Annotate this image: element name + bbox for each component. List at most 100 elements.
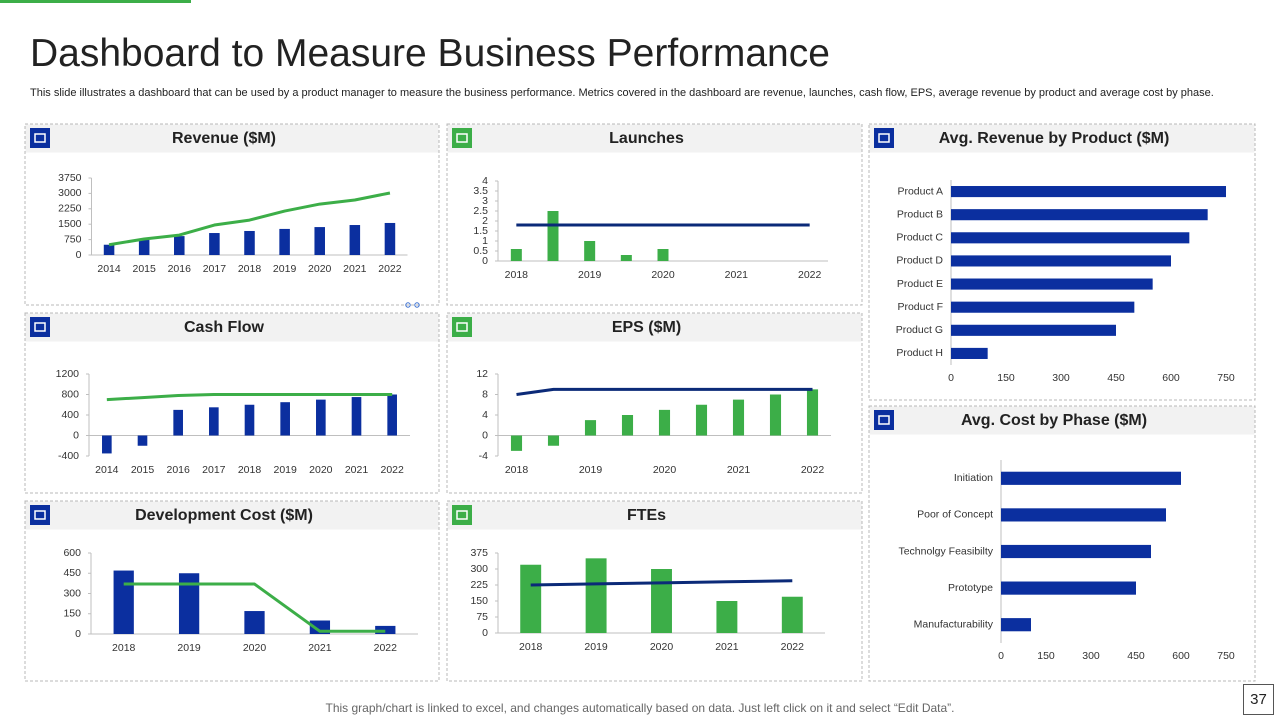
panel-icon-glyph [34, 510, 46, 520]
bar [951, 347, 988, 359]
bar [113, 570, 134, 634]
x-tick-label: 2019 [578, 269, 602, 281]
bar [178, 573, 200, 634]
panel-header [447, 313, 862, 342]
bar [1001, 618, 1031, 632]
panel-title: Avg. Cost by Phase ($M) [961, 412, 1147, 429]
x-tick-label: 2022 [801, 464, 825, 476]
category-label: Poor of Concept [917, 509, 993, 521]
category-label: Product A [897, 185, 943, 197]
pager-dot [414, 302, 420, 308]
x-tick-label: 2019 [584, 641, 608, 653]
panel-title: EPS ($M) [612, 319, 681, 336]
y-tick-label: 1200 [56, 368, 80, 380]
panel-icon [874, 410, 894, 430]
y-tick-label: 4 [482, 409, 488, 421]
bar [585, 558, 607, 633]
y-tick-label: 150 [470, 595, 488, 607]
accent-bar [0, 0, 191, 3]
bar [547, 211, 559, 261]
line-series [108, 191, 391, 247]
y-tick-label: 450 [63, 567, 81, 579]
panel-icon [30, 505, 50, 525]
x-tick-label: 2014 [97, 263, 121, 275]
x-tick-label: 2020 [309, 464, 333, 476]
panel-header [25, 124, 439, 153]
x-tick-label: 2015 [131, 464, 155, 476]
bar [1001, 508, 1166, 522]
bar [137, 435, 148, 446]
panel-header [25, 313, 439, 342]
category-label: Product D [896, 255, 943, 267]
panel-header [869, 124, 1255, 153]
x-tick-label: 0 [998, 650, 1004, 662]
y-tick-label: 0.5 [473, 245, 488, 257]
x-tick-label: 2016 [166, 464, 190, 476]
bar [695, 404, 708, 436]
bar [951, 209, 1208, 221]
panel-icon [452, 317, 472, 337]
x-tick-label: 300 [1082, 650, 1100, 662]
panel-icon-glyph [456, 322, 468, 332]
x-tick-label: 600 [1162, 372, 1180, 384]
panel-title: Revenue ($M) [172, 130, 276, 147]
line-series [530, 579, 793, 587]
panel-icon-glyph [878, 415, 890, 425]
y-tick-label: 0 [76, 249, 82, 261]
x-tick-label: 2020 [308, 263, 332, 275]
y-tick-label: 3750 [58, 172, 82, 184]
bar [173, 409, 183, 436]
panel-icon [452, 505, 472, 525]
x-tick-label: 2022 [380, 464, 404, 476]
y-tick-label: 300 [470, 563, 488, 575]
y-tick-label: 0 [482, 627, 488, 639]
panel-title: Development Cost ($M) [135, 507, 313, 524]
category-label: Product B [897, 208, 943, 220]
panel-icon [30, 317, 50, 337]
y-tick-label: 3 [482, 195, 488, 207]
x-tick-label: 2021 [308, 642, 332, 654]
panel-icon-glyph [34, 133, 46, 143]
x-tick-label: 2022 [781, 641, 805, 653]
x-tick-label: 2019 [273, 464, 297, 476]
x-tick-label: 2020 [650, 641, 674, 653]
y-tick-label: 1500 [58, 218, 82, 230]
y-tick-label: 1.5 [473, 225, 488, 237]
x-tick-label: 2019 [273, 263, 297, 275]
category-label: Prototype [948, 582, 993, 594]
panel-title: Cash Flow [184, 319, 265, 336]
bar [651, 569, 672, 633]
y-tick-label: 600 [63, 547, 81, 559]
category-label: Product E [897, 278, 943, 290]
y-tick-label: -4 [479, 450, 488, 462]
x-tick-label: 2021 [715, 641, 739, 653]
bar [351, 397, 362, 436]
bar [279, 228, 290, 255]
bar [620, 255, 632, 261]
bar [584, 241, 596, 261]
y-tick-label: 12 [476, 368, 488, 380]
bar [806, 389, 819, 436]
x-tick-label: 2015 [132, 263, 156, 275]
x-tick-label: 600 [1172, 650, 1190, 662]
x-tick-label: 150 [997, 372, 1015, 384]
x-tick-label: 450 [1107, 372, 1125, 384]
category-label: Product F [897, 301, 943, 313]
y-tick-label: -400 [58, 450, 79, 462]
bar [1001, 544, 1151, 559]
bar [244, 230, 255, 255]
x-tick-label: 2021 [727, 464, 751, 476]
x-tick-label: 2021 [725, 269, 749, 281]
x-tick-label: 2022 [374, 642, 398, 654]
bar [547, 435, 560, 446]
y-tick-label: 0 [482, 255, 488, 267]
panel [446, 312, 863, 494]
category-label: Initiation [954, 472, 993, 484]
y-tick-label: 4 [482, 175, 488, 187]
y-tick-label: 0 [75, 628, 81, 640]
pager-dot [405, 302, 411, 308]
x-tick-label: 2018 [519, 641, 543, 653]
x-tick-label: 2014 [95, 464, 119, 476]
category-label: Product H [896, 347, 943, 359]
